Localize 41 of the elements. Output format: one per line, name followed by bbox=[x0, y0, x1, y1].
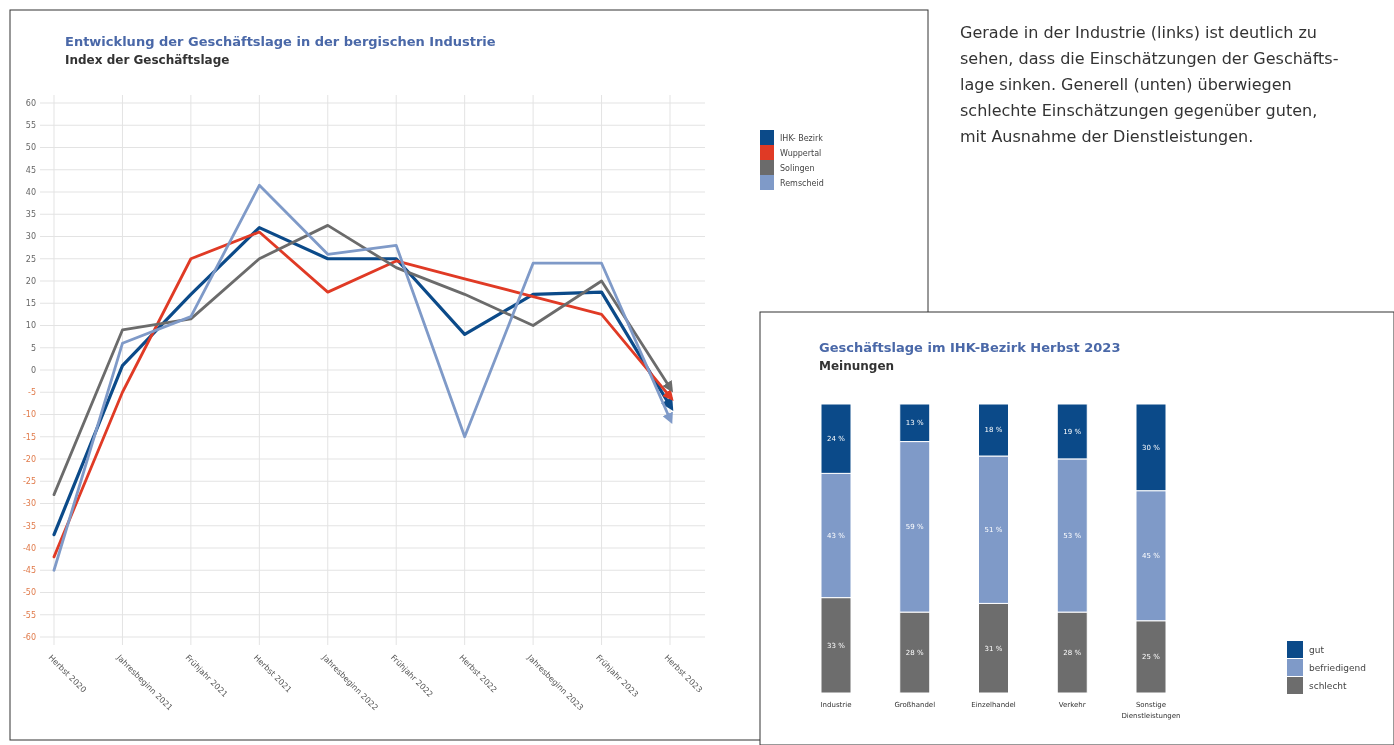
legend-label: Wuppertal bbox=[780, 148, 822, 158]
chart-title: Geschäftslage im IHK-Bezirk Herbst 2023 bbox=[819, 340, 1121, 355]
y-tick-label: -40 bbox=[22, 543, 36, 553]
y-tick-label: 50 bbox=[25, 143, 36, 153]
y-tick-label: 25 bbox=[25, 254, 36, 264]
y-tick-label: 10 bbox=[25, 321, 36, 331]
legend-label: IHK- Bezirk bbox=[780, 133, 824, 143]
y-tick-label: -20 bbox=[22, 454, 36, 464]
chart-subtitle: Index der Geschäftslage bbox=[65, 53, 230, 67]
y-tick-label: -10 bbox=[22, 410, 36, 420]
y-tick-label: -30 bbox=[22, 499, 36, 509]
y-tick-label: 15 bbox=[25, 299, 36, 309]
y-tick-label: 40 bbox=[25, 187, 36, 197]
text: Gerade in der Industrie (links) ist deutlich zu bbox=[960, 23, 1317, 42]
legend-label: gut bbox=[1309, 644, 1325, 655]
y-tick-label: 5 bbox=[30, 343, 36, 353]
y-tick-label: -15 bbox=[22, 432, 36, 442]
y-tick-label: -35 bbox=[22, 521, 36, 531]
text: schlechte Einschätzungen gegenüber guten, bbox=[960, 101, 1318, 120]
y-tick-label: -25 bbox=[22, 477, 36, 487]
y-tick-label: -55 bbox=[22, 610, 36, 620]
y-tick-label: -50 bbox=[22, 588, 36, 598]
legend-label: Solingen bbox=[780, 163, 815, 173]
y-tick-label: 0 bbox=[30, 365, 36, 375]
text: sehen, dass die Einschätzungen der Geschäfts- bbox=[960, 49, 1339, 68]
legend-label: Remscheid bbox=[780, 178, 824, 188]
legend-label: schlecht bbox=[1309, 680, 1348, 691]
y-tick-label: -5 bbox=[28, 388, 36, 398]
y-tick-label: 45 bbox=[25, 165, 36, 175]
chart-title: Entwicklung der Geschäftslage in der bergischen Industrie bbox=[65, 34, 496, 49]
y-tick-label: 20 bbox=[25, 276, 36, 286]
y-tick-label: -45 bbox=[22, 566, 36, 576]
y-tick-label: 55 bbox=[25, 121, 36, 131]
y-tick-label: 60 bbox=[25, 98, 36, 108]
chart-subtitle: Meinungen bbox=[819, 359, 895, 373]
y-tick-label: 35 bbox=[25, 210, 36, 220]
text: mit Ausnahme der Dienstleistungen. bbox=[960, 127, 1254, 146]
text: lage sinken. Generell (unten) überwiegen bbox=[960, 75, 1292, 94]
legend-label: befriedigend bbox=[1309, 662, 1367, 673]
y-tick-label: -60 bbox=[22, 632, 36, 642]
y-tick-label: 30 bbox=[25, 232, 36, 242]
